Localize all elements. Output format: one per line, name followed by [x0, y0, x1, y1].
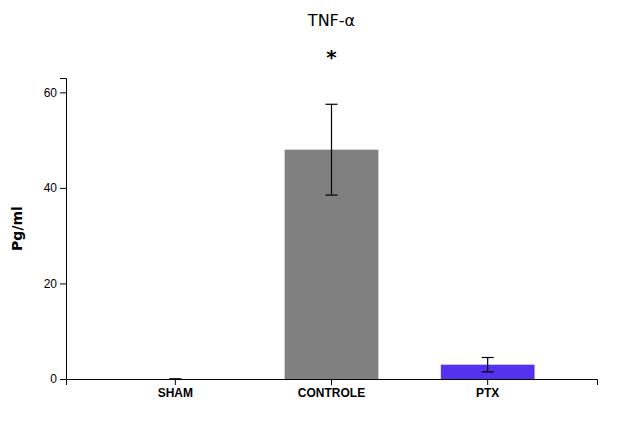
- tick-mark: [60, 379, 66, 380]
- chart: 0 20 40 60 SHAM CONTROLE PTX Pg/ml TNF-α *: [0, 0, 621, 421]
- tick-label: PTX: [476, 386, 499, 400]
- error-line: [331, 104, 332, 195]
- error-cap: [169, 378, 181, 379]
- tick: 0: [50, 372, 66, 386]
- tick: PTX: [476, 379, 499, 400]
- tick: CONTROLE: [298, 379, 365, 400]
- y-axis-title: Pg/ml: [9, 206, 25, 251]
- bar: [128, 379, 222, 380]
- x-axis: SHAM CONTROLE PTX: [67, 379, 598, 400]
- marks: [169, 104, 534, 379]
- error-cap: [169, 378, 181, 379]
- tick-label: 40: [44, 181, 58, 195]
- tick: 60: [44, 86, 66, 100]
- error-line: [487, 358, 488, 372]
- tick-mark: [175, 379, 176, 385]
- error-cap: [482, 371, 494, 372]
- tick-mark: [487, 379, 488, 385]
- error-cap: [326, 194, 338, 195]
- plot: 0 20 40 60 SHAM CONTROLE PTX: [44, 79, 598, 400]
- annotation: *: [326, 45, 337, 69]
- tick-label: 0: [50, 372, 57, 386]
- y-axis: 0 20 40 60: [44, 79, 67, 387]
- error-cap: [326, 104, 338, 105]
- tick-label: SHAM: [158, 386, 193, 400]
- tick: 40: [44, 181, 66, 195]
- tick-label: 60: [44, 86, 58, 100]
- axis-line: [67, 380, 598, 386]
- title: TNF-α: [307, 11, 355, 30]
- tick: 20: [44, 277, 66, 291]
- tick-label: CONTROLE: [298, 386, 365, 400]
- tick-mark: [331, 379, 332, 385]
- tick-mark: [60, 283, 66, 284]
- tick-label: 20: [44, 277, 58, 291]
- tick-mark: [60, 92, 66, 93]
- error-bar: [169, 379, 181, 380]
- error-bar: [482, 358, 494, 372]
- tick: SHAM: [158, 379, 193, 400]
- error-cap: [482, 357, 494, 358]
- axis-line: [60, 79, 67, 380]
- tick-mark: [60, 188, 66, 189]
- error-bar: [326, 104, 338, 195]
